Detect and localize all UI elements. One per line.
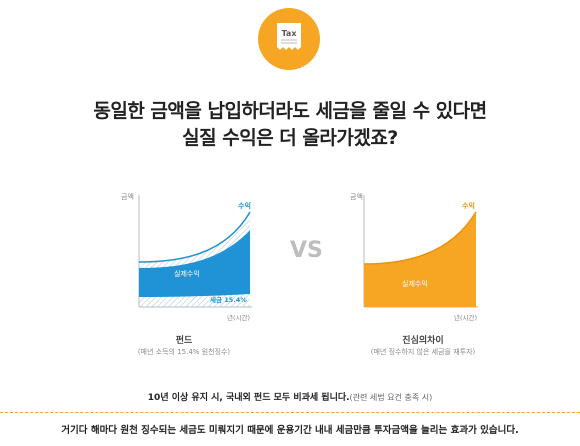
left-profit-line (138, 211, 251, 263)
right-chart-subtitle: (매년 징수하지 않은 세금을 재투자) (370, 348, 476, 356)
right-chart-title: 진심의차이 (402, 336, 444, 346)
tax-exemption-note: 10년 이상 유지 시, 국내외 펀드 모두 비과세 됩니다.(관련 세법 요건… (0, 390, 580, 403)
left-chart-subtitle: (매년 소득의 15.4% 원천징수) (137, 348, 231, 356)
right-chart: 금액 수익 실제수익 년(시간) (350, 193, 478, 322)
tax-icon-circle: Tax (258, 8, 320, 70)
bottom-text: 거기다 해마다 원천 징수되는 세금도 미뤄지기 때문에 운용기간 내내 세금만… (61, 425, 519, 436)
headline-line1: 동일한 금액을 납입하더라도 세금을 줄일 수 있다면 (93, 100, 487, 122)
right-real-profit-area (364, 212, 476, 307)
left-y-label: 금액 (121, 193, 134, 201)
dashed-divider (0, 412, 580, 413)
left-real-profit-area (139, 230, 250, 297)
right-profit-line (363, 211, 477, 265)
left-real-profit-label: 실제수익 (174, 269, 200, 278)
right-profit-label: 수익 (462, 201, 475, 210)
right-y-label: 금액 (350, 193, 363, 201)
tax-receipt-icon: Tax (277, 23, 301, 50)
note-sub: (관련 세법 요건 충족 시) (349, 393, 433, 402)
tax-label: Tax (282, 29, 298, 38)
left-tax-label: 세금 15.4% (210, 295, 247, 304)
headline-line2: 실질 수익은 더 올라가겠죠? (182, 127, 398, 149)
note-main: 10년 이상 유지 시, 국내외 펀드 모두 비과세 됩니다. (147, 393, 350, 403)
left-chart-title: 펀드 (175, 336, 193, 346)
vs-label: VS (290, 238, 323, 263)
left-x-label: 년(시간) (227, 313, 250, 322)
right-x-label: 년(시간) (454, 313, 477, 322)
left-profit-label: 수익 (238, 201, 251, 210)
left-chart: 금액 수익 실제수익 세금 15.4% 년(시간) (121, 193, 252, 322)
right-real-profit-label: 실제수익 (402, 279, 428, 288)
headline: 동일한 금액을 납입하더라도 세금을 줄일 수 있다면 실질 수익은 더 올라가… (0, 98, 580, 152)
